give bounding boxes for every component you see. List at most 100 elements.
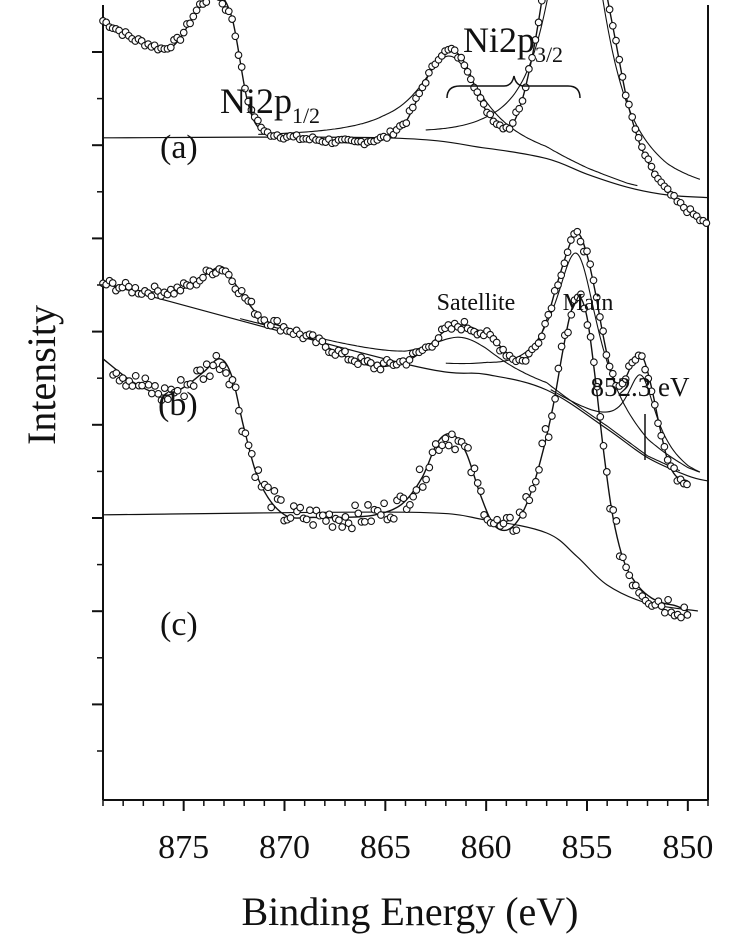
data-point: [619, 553, 627, 562]
data-point: [244, 97, 253, 106]
data-point: [402, 119, 411, 127]
data-point: [518, 97, 527, 105]
data-point: [164, 395, 172, 404]
data-point: [508, 119, 517, 127]
data-point: [535, 465, 543, 474]
data-point: [625, 571, 634, 580]
peak-label-ni2p32: Ni2p3/2: [463, 20, 563, 67]
data-point: [583, 321, 592, 329]
data-point: [499, 519, 508, 528]
data-point: [273, 316, 282, 325]
data-point: [147, 292, 156, 301]
data-point: [254, 116, 262, 125]
data-point: [351, 501, 359, 510]
data-point: [237, 63, 246, 71]
data-point: [657, 602, 666, 610]
data-point: [663, 456, 672, 464]
data-point: [537, 332, 546, 341]
data-point: [418, 483, 427, 491]
main-annotation: Main: [563, 290, 614, 316]
data-point: [521, 83, 530, 92]
data-point: [608, 21, 617, 30]
data-point: [338, 523, 347, 531]
data-point: [309, 521, 317, 529]
data-point: [341, 347, 349, 356]
x-tick-label: 870: [259, 829, 310, 866]
data-point: [235, 406, 243, 415]
data-point: [589, 276, 598, 285]
peak-label-ni2p32-subscript: 3/2: [535, 42, 563, 67]
data-point: [367, 517, 376, 526]
data-point: [199, 273, 207, 282]
data-point: [506, 513, 514, 522]
data-point: [702, 219, 711, 227]
data-point: [521, 357, 530, 365]
data-point: [599, 441, 608, 450]
data-point: [628, 113, 637, 121]
data-point: [470, 464, 479, 473]
data-point: [380, 499, 388, 508]
data-point: [376, 365, 385, 374]
x-tick-label: 860: [461, 829, 512, 866]
data-point: [534, 18, 543, 27]
data-point: [528, 53, 536, 62]
data-point: [247, 106, 256, 114]
data-point: [366, 359, 375, 367]
data-point: [108, 279, 117, 287]
data-point: [638, 352, 646, 360]
data-point: [218, 0, 227, 8]
data-point: [512, 526, 521, 535]
data-point: [631, 581, 640, 590]
data-point: [683, 611, 692, 619]
data-point: [405, 356, 414, 364]
data-point: [660, 442, 669, 451]
data-point: [605, 362, 614, 371]
data-point: [228, 376, 237, 384]
data-point: [267, 503, 276, 512]
data-point: [466, 75, 475, 84]
data-point: [231, 383, 240, 392]
data-point: [354, 509, 363, 518]
data-point: [202, 360, 211, 369]
data-point: [399, 494, 408, 503]
data-point: [464, 443, 472, 452]
data-point: [173, 386, 182, 395]
data-point: [141, 374, 150, 383]
data-point: [477, 487, 485, 495]
data-point: [654, 419, 662, 428]
data-point: [354, 360, 362, 369]
data-point: [541, 425, 550, 433]
fit-total-2: [102, 295, 689, 612]
x-axis-label: Binding Energy (eV): [242, 889, 579, 934]
data-point: [647, 162, 656, 171]
data-point: [660, 608, 669, 617]
data-point: [644, 155, 653, 164]
data-point: [422, 475, 430, 484]
data-point: [557, 271, 566, 280]
data-point: [318, 337, 327, 346]
data-point: [505, 125, 514, 133]
data-point: [270, 487, 279, 495]
data-point: [180, 392, 188, 401]
fit-component-satellite: [258, 55, 638, 187]
data-point: [206, 372, 214, 381]
data-point: [580, 304, 589, 313]
data-point: [202, 0, 211, 6]
data-point: [409, 492, 418, 501]
data-point: [389, 514, 398, 523]
data-point: [615, 55, 624, 64]
y-axis-label: Intensity: [19, 305, 64, 445]
data-point: [247, 449, 256, 458]
data-point: [557, 342, 566, 351]
data-point: [537, 0, 546, 5]
data-point: [296, 503, 305, 512]
data-point: [460, 61, 469, 70]
data-point: [286, 514, 295, 522]
data-point: [154, 389, 163, 398]
fit-component-main: [445, 252, 701, 473]
data-point: [586, 333, 595, 341]
data-point: [364, 501, 372, 509]
data-point: [593, 382, 601, 391]
data-point: [634, 133, 643, 142]
data-point: [444, 441, 453, 450]
